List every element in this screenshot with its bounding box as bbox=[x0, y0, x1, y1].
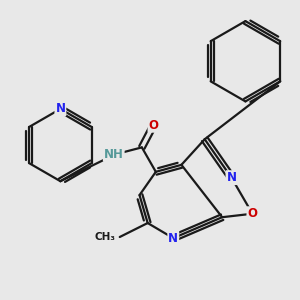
Text: CH₃: CH₃ bbox=[95, 232, 116, 242]
Text: O: O bbox=[248, 207, 257, 220]
Text: O: O bbox=[148, 119, 158, 132]
Text: N: N bbox=[168, 232, 178, 245]
Text: NH: NH bbox=[104, 148, 124, 161]
Text: N: N bbox=[226, 171, 236, 184]
Text: N: N bbox=[56, 102, 65, 116]
